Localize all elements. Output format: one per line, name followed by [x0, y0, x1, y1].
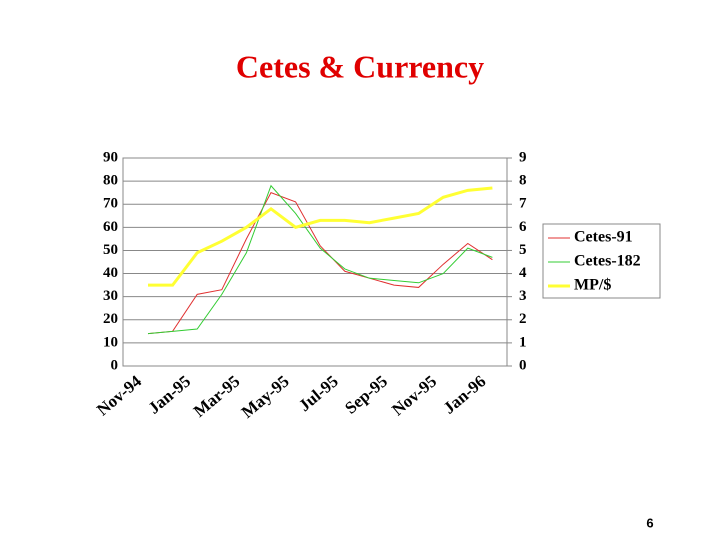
y2-tick-label: 2 — [519, 311, 527, 327]
y-tick-label: 50 — [103, 242, 118, 258]
y2-tick-label: 4 — [519, 265, 527, 281]
y-tick-label: 30 — [103, 288, 118, 304]
y-tick-label: 40 — [103, 265, 118, 281]
series-line — [147, 184, 493, 335]
series-line — [147, 192, 493, 335]
y2-tick-label: 3 — [519, 288, 527, 304]
y2-tick-label: 7 — [519, 196, 527, 212]
x-tick-label: Nov-95 — [388, 372, 440, 420]
x-tick-label: May-95 — [238, 372, 293, 422]
x-tick-label: Sep-95 — [341, 372, 391, 418]
x-tick-label: Jan-95 — [144, 372, 194, 418]
y2-tick-label: 1 — [519, 334, 527, 350]
x-tick-label: Nov-94 — [93, 371, 145, 419]
page-number: 6 — [646, 515, 653, 530]
y-tick-label: 60 — [103, 219, 118, 235]
y2-tick-label: 8 — [519, 173, 527, 189]
x-tick-label: Jan-96 — [440, 372, 490, 418]
x-tick-label: Mar-95 — [190, 372, 244, 421]
y-tick-label: 10 — [103, 334, 118, 350]
y2-tick-label: 6 — [519, 219, 527, 235]
y2-tick-label: 5 — [519, 242, 527, 258]
y-tick-label: 80 — [103, 173, 118, 189]
y-tick-label: 90 — [103, 149, 118, 165]
y-tick-label: 0 — [111, 357, 119, 373]
y2-tick-label: 0 — [519, 357, 527, 373]
plot-frame — [122, 157, 508, 367]
chart-title: Cetes & Currency — [236, 48, 484, 84]
y-tick-label: 20 — [103, 311, 118, 327]
legend-label: Cetes-91 — [574, 229, 633, 246]
y-tick-label: 70 — [103, 196, 118, 212]
x-tick-label: Jul-95 — [295, 372, 342, 416]
series-line — [148, 186, 493, 287]
legend-label: MP/$ — [574, 277, 611, 294]
y2-tick-label: 9 — [519, 149, 527, 165]
legend-label: Cetes-182 — [574, 253, 641, 270]
